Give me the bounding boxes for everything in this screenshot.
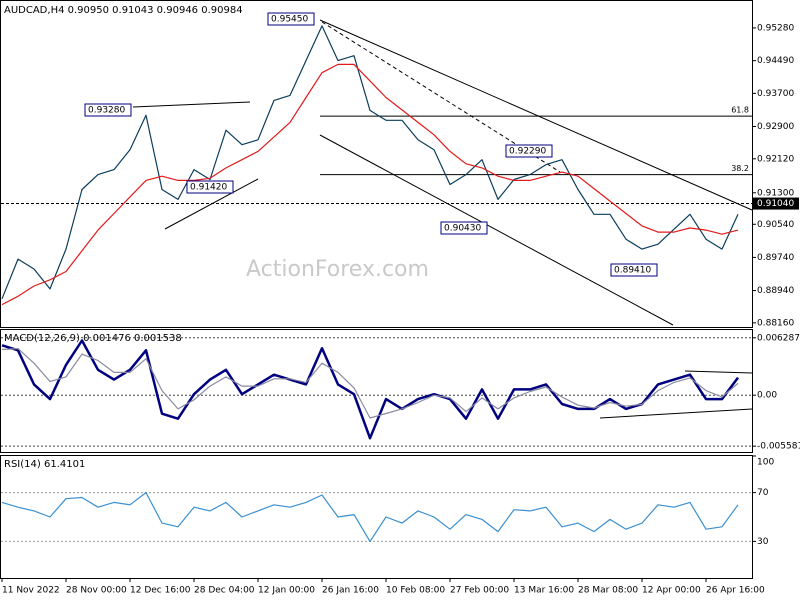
y-tick-label: 0.006287 bbox=[757, 333, 800, 343]
annotation-box bbox=[440, 221, 488, 235]
macd-trend bbox=[684, 370, 753, 374]
x-tick-label: 12 Apr 00:00 bbox=[642, 586, 701, 596]
price-panel bbox=[0, 0, 753, 328]
x-tick-label: 28 Dec 04:00 bbox=[194, 586, 255, 596]
x-tick-label: 26 Jan 16:00 bbox=[322, 586, 379, 596]
y-tick-label: 100 bbox=[757, 458, 774, 468]
annotation-box bbox=[505, 144, 553, 158]
y-tick-label: 0.89740 bbox=[757, 253, 794, 263]
x-tick-label: 10 Feb 08:00 bbox=[386, 586, 445, 596]
channel-lower bbox=[319, 134, 674, 326]
annotation: 0.92290 bbox=[509, 147, 546, 157]
fib-label: 38.2 bbox=[731, 164, 749, 173]
y-tick-label: 0.00 bbox=[757, 391, 777, 401]
current-price-label: 0.91040 bbox=[757, 199, 794, 209]
rsi-panel bbox=[0, 455, 753, 579]
annotation: 0.95450 bbox=[271, 15, 308, 25]
macd-title: MACD(12,26,9) 0.001476 0.001538 bbox=[4, 333, 182, 344]
x-tick-label: 28 Nov 00:00 bbox=[66, 586, 127, 596]
series-line bbox=[1, 348, 739, 419]
y-tick-label: 0.88160 bbox=[757, 318, 794, 328]
current-price-box bbox=[753, 197, 799, 210]
x-tick-label: 12 Jan 00:00 bbox=[258, 586, 315, 596]
x-tick-label: 13 Mar 16:00 bbox=[514, 586, 574, 596]
y-tick-label: 0.92120 bbox=[757, 154, 794, 164]
y-tick-label: 0.95280 bbox=[757, 23, 794, 33]
y-tick-label: 30 bbox=[757, 537, 769, 547]
x-tick-label: 26 Apr 16:00 bbox=[706, 586, 765, 596]
macd-panel bbox=[0, 329, 753, 453]
x-tick-label: 12 Dec 16:00 bbox=[130, 586, 191, 596]
trend-line bbox=[132, 101, 251, 108]
fib-label: 61.8 bbox=[731, 106, 749, 115]
channel-upper bbox=[319, 19, 753, 211]
x-tick-label: 27 Feb 00:00 bbox=[450, 586, 509, 596]
y-tick-label: 0.90540 bbox=[757, 220, 794, 230]
y-tick-label: 70 bbox=[757, 488, 769, 498]
annotation-box bbox=[186, 180, 234, 194]
y-tick-label: 0.94490 bbox=[757, 56, 794, 66]
annotation-box bbox=[84, 103, 132, 117]
series-line bbox=[1, 63, 739, 306]
y-tick-label: 0.93700 bbox=[757, 89, 794, 99]
price-title: AUDCAD,H4 0.90950 0.91043 0.90946 0.9098… bbox=[4, 5, 243, 16]
macd-trend bbox=[599, 408, 753, 419]
watermark: ActionForex.com bbox=[246, 257, 429, 282]
series-line bbox=[1, 492, 739, 542]
y-tick-label: -0.005581 bbox=[757, 442, 800, 452]
annotation-box bbox=[610, 263, 658, 277]
series-line bbox=[1, 25, 739, 300]
rsi-title: RSI(14) 61.4101 bbox=[4, 459, 85, 470]
y-tick-label: 0.92900 bbox=[757, 122, 794, 132]
x-tick-label: 11 Nov 2022 bbox=[2, 586, 60, 596]
y-tick-label: 0.91300 bbox=[757, 188, 794, 198]
y-tick-label: 0.88940 bbox=[757, 286, 794, 296]
series-line bbox=[1, 339, 740, 440]
annotation: 0.91420 bbox=[190, 183, 227, 193]
annotation: 0.93280 bbox=[88, 106, 125, 116]
x-tick-label: 28 Mar 08:00 bbox=[578, 586, 638, 596]
annotation: 0.90430 bbox=[444, 224, 481, 234]
annotation: 0.89410 bbox=[614, 266, 651, 276]
annotation-box bbox=[267, 12, 315, 26]
